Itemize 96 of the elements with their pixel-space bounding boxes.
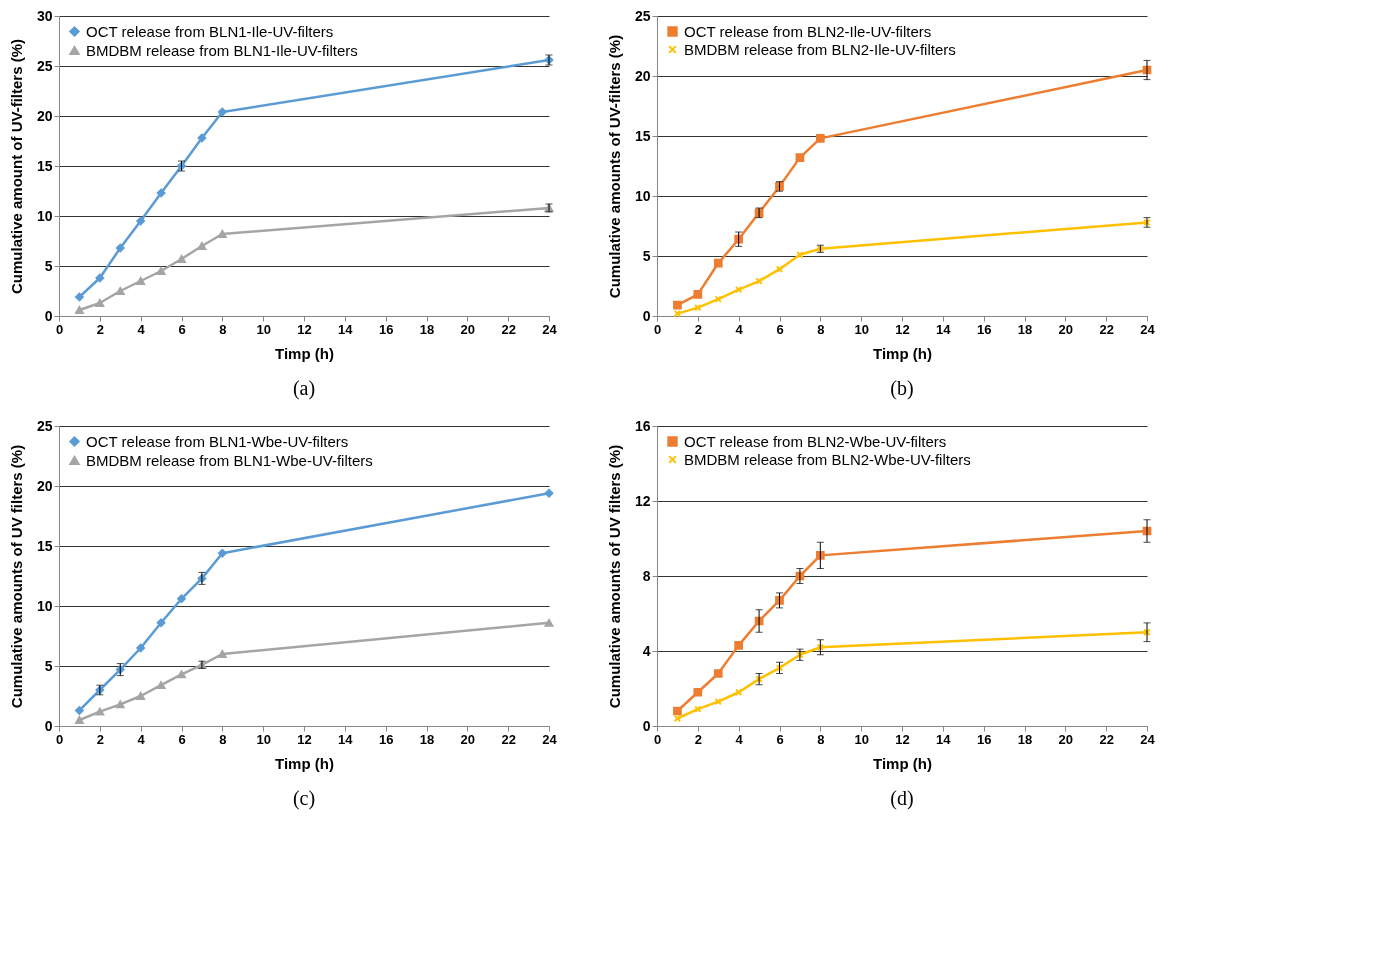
y-tick-label: 5 (44, 657, 53, 674)
y-tick-label: 20 (36, 477, 53, 494)
y-tick-label: 4 (642, 642, 651, 659)
x-tick-label: 14 (338, 731, 354, 747)
x-tick-label: 2 (694, 731, 702, 747)
x-tick-label: 22 (1099, 321, 1114, 337)
x-tick-label: 8 (817, 731, 825, 747)
y-tick-label: 12 (634, 492, 651, 509)
x-tick-label: 12 (297, 731, 312, 747)
legend-label: OCT release from BLN2-Wbe-UV-filters (684, 432, 947, 450)
y-tick-label: 0 (642, 307, 651, 324)
x-tick-label: 10 (256, 731, 271, 747)
legend-label: OCT release from BLN1-Wbe-UV-filters (86, 432, 349, 450)
x-tick-label: 4 (137, 731, 146, 747)
y-tick-label: 5 (642, 247, 651, 264)
y-axis-title: Cumulative amounts of UV filters (%) (605, 444, 623, 709)
y-tick-label: 10 (36, 597, 53, 614)
legend-label: BMDBM release from BLN1-Ile-UV-filters (86, 41, 358, 59)
x-tick-label: 14 (936, 321, 952, 337)
y-tick-label: 10 (36, 207, 53, 224)
x-tick-label: 10 (854, 731, 869, 747)
x-tick-label: 4 (735, 731, 744, 747)
x-tick-label: 2 (96, 731, 104, 747)
x-tick-label: 12 (895, 731, 910, 747)
y-tick-label: 15 (634, 127, 651, 144)
x-tick-label: 8 (219, 321, 227, 337)
y-tick-label: 25 (36, 57, 53, 74)
y-tick-label: 30 (36, 7, 53, 24)
y-axis-title: Cumulative amounts of UV filters (%) (7, 444, 25, 709)
legend-label: BMDBM release from BLN2-Wbe-UV-filters (684, 450, 971, 468)
y-tick-label: 25 (634, 7, 651, 24)
x-tick-label: 10 (256, 321, 271, 337)
y-tick-label: 20 (634, 67, 651, 84)
x-tick-label: 2 (694, 321, 702, 337)
x-tick-label: 20 (460, 731, 476, 747)
x-tick-label: 8 (817, 321, 825, 337)
x-tick-label: 12 (297, 321, 312, 337)
x-tick-label: 20 (1058, 321, 1074, 337)
y-tick-label: 16 (634, 417, 651, 434)
x-tick-label: 2 (96, 321, 104, 337)
x-tick-label: 14 (936, 731, 952, 747)
x-tick-label: 0 (653, 731, 662, 747)
y-tick-label: 0 (44, 307, 53, 324)
x-tick-label: 12 (895, 321, 910, 337)
y-tick-label: 25 (36, 417, 53, 434)
x-tick-label: 20 (460, 321, 476, 337)
x-tick-label: 18 (1017, 321, 1033, 337)
y-tick-label: 0 (642, 717, 651, 734)
x-tick-label: 24 (542, 321, 558, 337)
x-tick-label: 24 (542, 731, 558, 747)
y-tick-label: 15 (36, 157, 53, 174)
x-tick-label: 10 (854, 321, 869, 337)
x-tick-label: 22 (1099, 731, 1114, 747)
text: (b) (890, 377, 914, 400)
x-axis-title: Timp (h) (275, 344, 334, 362)
x-tick-label: 4 (137, 321, 146, 337)
y-axis-title: Cumulative amounts of UV-filters (%) (605, 34, 623, 299)
y-tick-label: 5 (44, 257, 53, 274)
x-tick-label: 16 (378, 731, 394, 747)
legend-label: BMDBM release from BLN1-Wbe-UV-filters (86, 451, 373, 469)
x-tick-label: 22 (501, 731, 516, 747)
x-tick-label: 24 (1140, 731, 1156, 747)
x-tick-label: 8 (219, 731, 227, 747)
x-tick-label: 16 (976, 321, 992, 337)
text: (a) (292, 377, 316, 400)
y-tick-label: 20 (36, 107, 53, 124)
legend-label: BMDBM release from BLN2-Ile-UV-filters (684, 40, 956, 58)
text: (d) (890, 787, 914, 810)
x-tick-label: 0 (55, 321, 64, 337)
text: (c) (292, 787, 316, 810)
x-tick-label: 6 (776, 321, 784, 337)
y-tick-label: 0 (44, 717, 53, 734)
x-tick-label: 0 (653, 321, 662, 337)
x-tick-label: 6 (178, 321, 186, 337)
x-tick-label: 18 (1017, 731, 1033, 747)
x-tick-label: 14 (338, 321, 354, 337)
x-tick-label: 6 (776, 731, 784, 747)
x-tick-label: 22 (501, 321, 516, 337)
y-tick-label: 10 (634, 187, 651, 204)
x-tick-label: 16 (378, 321, 394, 337)
x-axis-title: Timp (h) (873, 754, 932, 772)
x-axis-title: Timp (h) (873, 344, 932, 362)
x-tick-label: 0 (55, 731, 64, 747)
x-tick-label: 24 (1140, 321, 1156, 337)
y-axis-title: Cumulative amount of UV-filters (%) (7, 38, 25, 295)
x-tick-label: 18 (419, 321, 435, 337)
y-tick-label: 15 (36, 537, 53, 554)
x-axis-title: Timp (h) (275, 754, 334, 772)
x-tick-label: 4 (735, 321, 744, 337)
y-tick-label: 8 (642, 567, 651, 584)
x-tick-label: 18 (419, 731, 435, 747)
x-tick-label: 6 (178, 731, 186, 747)
legend-label: OCT release from BLN2-Ile-UV-filters (684, 22, 932, 40)
x-tick-label: 20 (1058, 731, 1074, 747)
legend-label: OCT release from BLN1-Ile-UV-filters (86, 22, 334, 40)
x-tick-label: 16 (976, 731, 992, 747)
